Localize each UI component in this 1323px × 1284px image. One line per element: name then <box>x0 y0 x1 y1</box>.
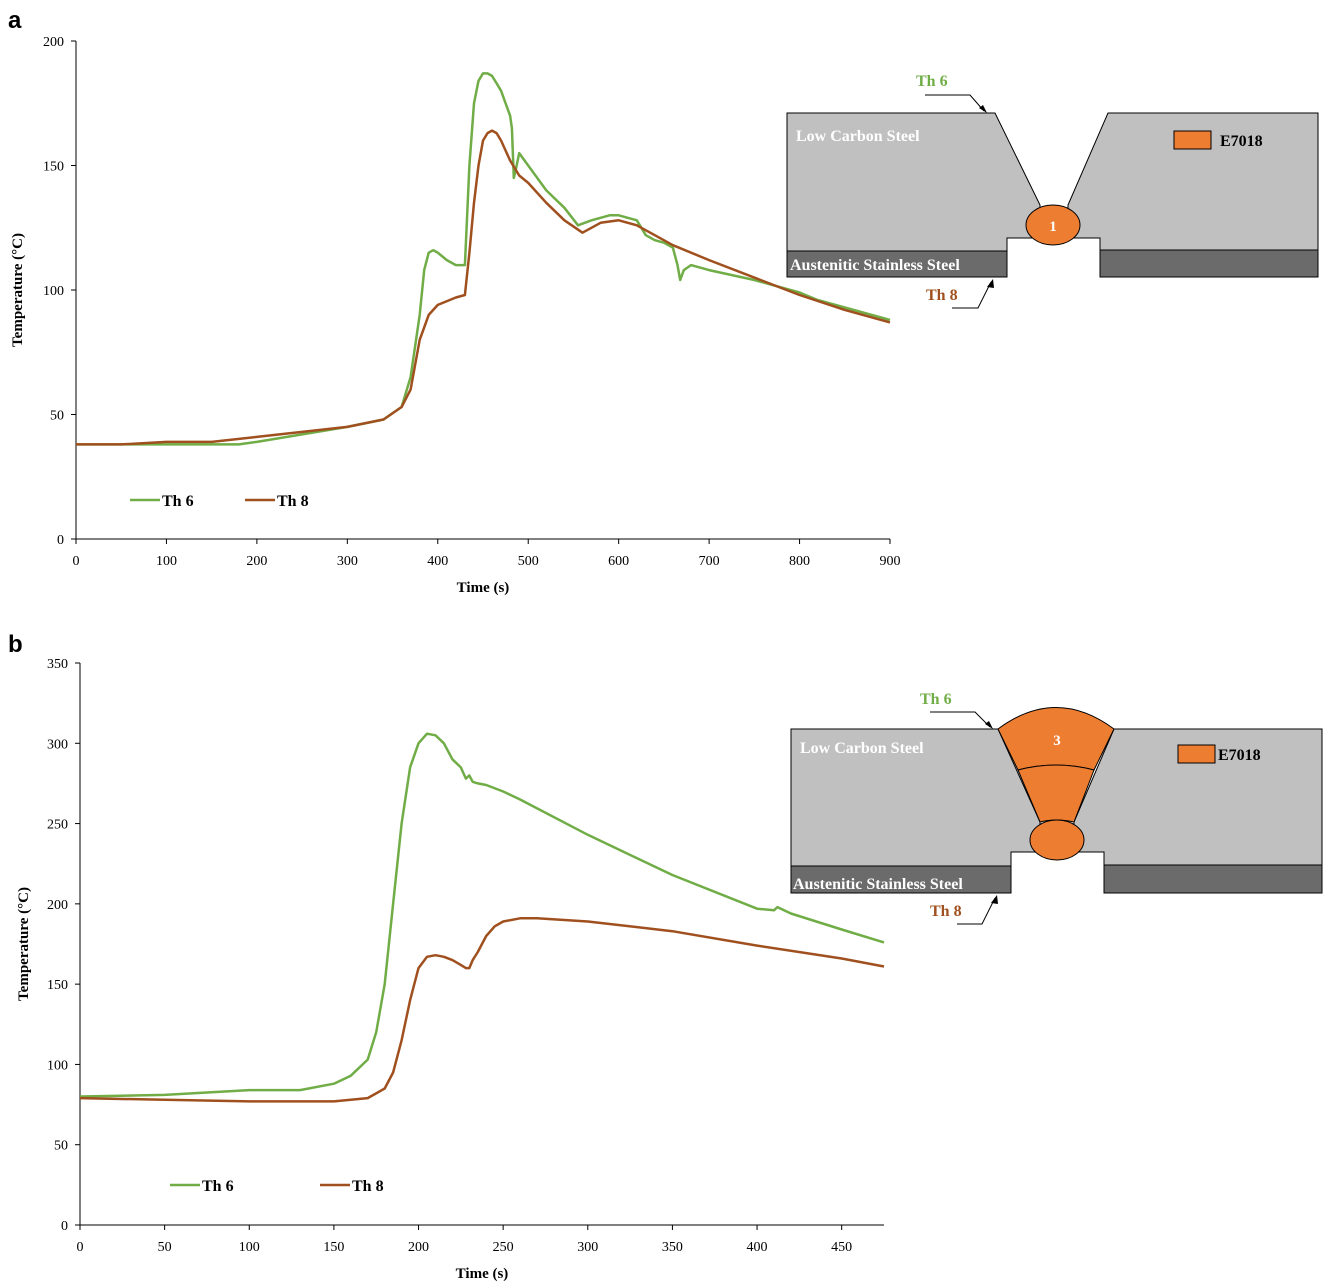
y-axis-title: Temperature (°C) <box>16 887 32 1001</box>
y-tick-label: 250 <box>47 818 68 833</box>
chart-a: 0 50 100 150 200 0 100 200 300 400 500 600 700 800 900… <box>10 35 901 596</box>
weld-pass-3-label: 3 <box>1053 733 1061 749</box>
stainless-plate-left <box>786 250 1008 278</box>
y-tick-label: 50 <box>54 1139 68 1154</box>
low-carbon-steel-label: Low Carbon Steel <box>800 740 924 757</box>
x-axis-title: Time (s) <box>456 1266 509 1282</box>
y-tick-label: 0 <box>57 533 64 548</box>
x-tick-label: 450 <box>831 1240 852 1255</box>
e7018-legend-swatch <box>1173 130 1212 150</box>
x-tick-label: 0 <box>73 554 80 569</box>
weld-pass-1-label: 1 <box>1049 219 1057 235</box>
th6-arrowhead <box>979 105 987 113</box>
weld-pass-1 <box>1025 204 1081 246</box>
panel-label-a: a <box>8 7 22 34</box>
x-tick-label: 350 <box>662 1240 683 1255</box>
series-line-th-6 <box>79 732 885 1098</box>
e7018-legend-swatch <box>1177 744 1216 764</box>
th8-arrowhead <box>991 895 998 904</box>
th6-pointer <box>925 94 985 112</box>
y-tick-label: 200 <box>43 35 64 50</box>
x-tick-label: 400 <box>747 1240 768 1255</box>
y-tick-label: 300 <box>47 737 68 752</box>
th6-arrowhead <box>985 721 993 729</box>
y-tick-label: 100 <box>47 1058 68 1073</box>
x-tick-label: 300 <box>337 554 358 569</box>
weld-pass-2 <box>1017 764 1095 823</box>
low-carbon-steel-label: Low Carbon Steel <box>796 128 920 145</box>
x-tick-label: 600 <box>608 554 629 569</box>
e7018-legend-label: E7018 <box>1218 747 1261 764</box>
y-tick-label: 100 <box>43 284 64 299</box>
y-tick-label: 150 <box>43 160 64 175</box>
x-tick-label: 200 <box>408 1240 429 1255</box>
y-tick-label: 0 <box>61 1219 68 1234</box>
weld-schematic-a: 1 Low Carbon Steel Austenitic Stainless … <box>786 73 1319 309</box>
x-axis-title: Time (s) <box>457 580 510 596</box>
x-tick-label: 400 <box>427 554 448 569</box>
stainless-plate-right <box>1099 249 1319 278</box>
stainless-steel-label: Austenitic Stainless Steel <box>790 257 960 274</box>
legend-label: Th 8 <box>352 1178 384 1195</box>
th8-marker-label: Th 8 <box>930 903 962 920</box>
series-line-th-8 <box>76 129 891 446</box>
weld-schematic-b: 3 Low Carbon Steel Austenitic Stainless … <box>790 691 1323 925</box>
th6-marker-label: Th 6 <box>916 73 948 90</box>
x-tick-label: 150 <box>323 1240 344 1255</box>
th8-marker-label: Th 8 <box>926 287 958 304</box>
stainless-steel-label: Austenitic Stainless Steel <box>793 876 963 893</box>
th8-arrowhead <box>987 279 994 288</box>
panel-label-b: b <box>8 631 23 658</box>
y-tick-label: 200 <box>47 898 68 913</box>
legend-label: Th 8 <box>277 493 309 510</box>
stainless-plate-right <box>1103 864 1323 894</box>
weld-pass-1 <box>1029 819 1085 861</box>
x-tick-label: 300 <box>577 1240 598 1255</box>
x-tick-label: 0 <box>77 1240 84 1255</box>
chart-b: 0 50 100 150 200 250 300 350 0 50 100 150 200 250 300 3… <box>16 657 885 1282</box>
series-line-th-6 <box>76 72 891 446</box>
series-line-th-8 <box>79 917 885 1103</box>
y-axis-title: Temperature (°C) <box>10 233 26 347</box>
stainless-plate-left <box>790 865 1012 894</box>
th8-pointer <box>957 897 996 925</box>
x-tick-label: 200 <box>246 554 267 569</box>
legend-label: Th 6 <box>202 1178 234 1195</box>
th6-pointer <box>930 711 991 728</box>
x-tick-label: 100 <box>239 1240 260 1255</box>
legend-label: Th 6 <box>162 493 194 510</box>
x-tick-label: 50 <box>158 1240 172 1255</box>
e7018-legend-label: E7018 <box>1220 133 1263 150</box>
y-tick-label: 150 <box>47 978 68 993</box>
th8-pointer <box>952 281 992 309</box>
x-tick-label: 500 <box>518 554 539 569</box>
y-tick-label: 50 <box>50 409 64 424</box>
x-tick-label: 800 <box>789 554 810 569</box>
x-tick-label: 100 <box>156 554 177 569</box>
x-tick-label: 250 <box>493 1240 514 1255</box>
x-tick-label: 900 <box>880 554 901 569</box>
x-tick-label: 700 <box>699 554 720 569</box>
y-tick-label: 350 <box>47 657 68 672</box>
th6-marker-label: Th 6 <box>920 691 952 708</box>
